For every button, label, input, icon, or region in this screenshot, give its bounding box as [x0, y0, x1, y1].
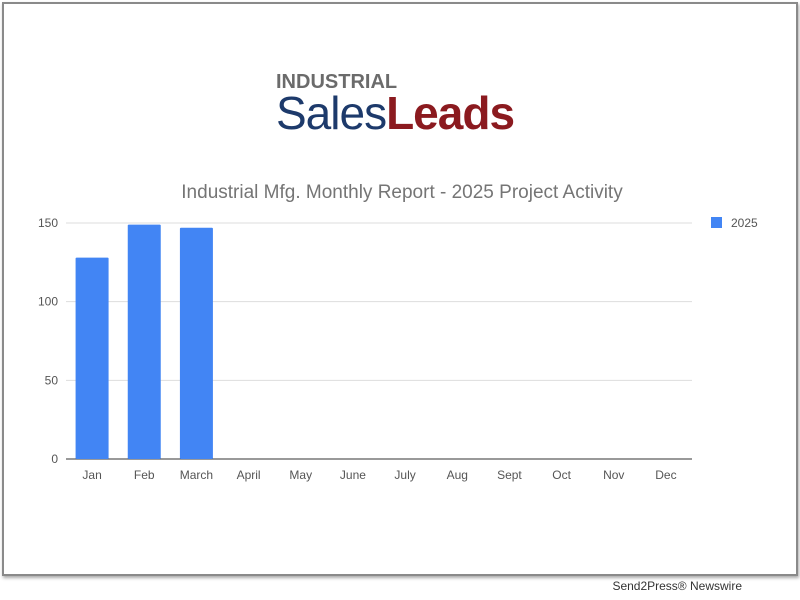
y-tick-label: 0 — [51, 452, 58, 466]
x-tick-label: April — [237, 468, 261, 482]
x-tick-label: July — [394, 468, 415, 482]
y-tick-label: 150 — [38, 216, 58, 230]
y-tick-label: 100 — [38, 295, 58, 309]
x-tick-label: Feb — [134, 468, 155, 482]
legend-swatch — [711, 217, 722, 228]
chart-title: Industrial Mfg. Monthly Report - 2025 Pr… — [181, 182, 623, 203]
y-tick-label: 50 — [45, 373, 59, 387]
bar-jan — [75, 257, 109, 459]
legend-label: 2025 — [731, 216, 758, 230]
x-tick-label: Sept — [497, 468, 522, 482]
footer-credit: Send2Press® Newswire — [612, 579, 742, 593]
x-tick-label: June — [340, 468, 366, 482]
logo-sales: Sales — [276, 87, 387, 139]
x-tick-label: Jan — [82, 468, 101, 482]
x-tick-label: Aug — [447, 468, 468, 482]
bar-march — [179, 227, 213, 459]
logo: INDUSTRIAL SalesLeads — [276, 71, 515, 139]
x-tick-label: Dec — [655, 468, 676, 482]
x-tick-label: March — [180, 468, 213, 482]
logo-leads: Leads — [386, 87, 515, 139]
x-tick-label: Nov — [603, 468, 624, 482]
bar-feb — [127, 224, 161, 459]
logo-top: INDUSTRIAL — [276, 71, 398, 93]
x-tick-label: May — [289, 468, 312, 482]
x-tick-label: Oct — [552, 468, 571, 482]
